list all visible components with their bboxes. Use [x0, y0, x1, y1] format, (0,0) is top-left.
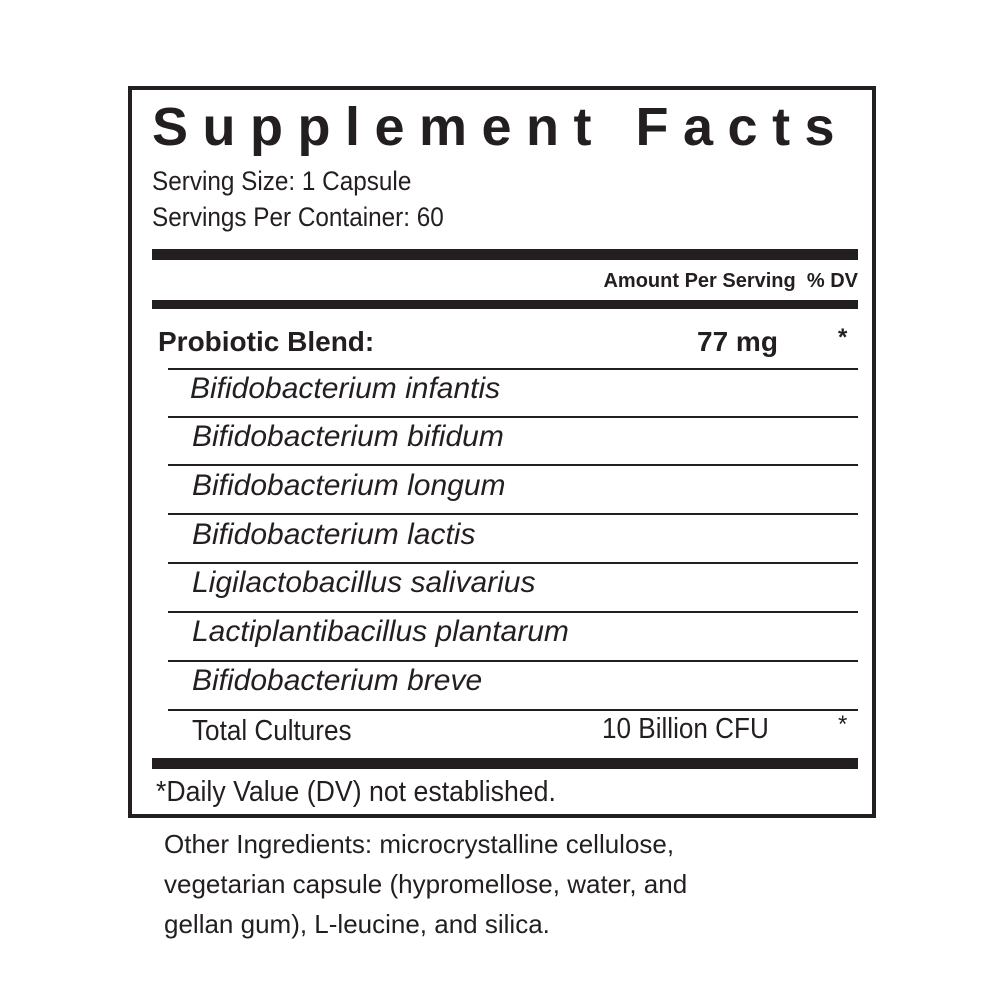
ingredient-row: Bifidobacterium infantis — [168, 368, 858, 416]
other-ingredients-line: Other Ingredients: microcrystalline cell… — [164, 829, 675, 859]
row-divider — [168, 368, 858, 370]
blend-dv: * — [838, 324, 848, 351]
servings-per-container: Servings Per Container: 60 — [152, 202, 444, 232]
amount-header: Amount Per Serving — [603, 270, 796, 292]
other-ingredients: Other Ingredients: microcrystalline cell… — [164, 824, 687, 944]
ingredient-row: Bifidobacterium longum — [168, 465, 858, 513]
ingredient-row: Lactiplantibacillus plantarum — [168, 611, 858, 659]
serving-size: Serving Size: 1 Capsule — [152, 166, 412, 196]
divider-thick — [152, 758, 858, 769]
total-amount: 10 Billion CFU — [602, 713, 769, 745]
ingredient-name: Bifidobacterium breve — [192, 664, 483, 697]
row-divider — [168, 611, 858, 613]
column-header: Amount Per Serving % DV — [603, 270, 858, 293]
row-divider — [168, 416, 858, 418]
other-ingredients-line: gellan gum), L-leucine, and silica. — [164, 909, 550, 939]
blend-name: Probiotic Blend: — [158, 326, 375, 357]
total-name: Total Cultures — [192, 715, 352, 747]
divider-medium — [152, 300, 858, 309]
row-divider — [168, 562, 858, 564]
other-ingredients-line: vegetarian capsule (hypromellose, water,… — [164, 869, 688, 899]
row-divider — [168, 660, 858, 662]
total-dv: * — [838, 711, 848, 738]
ingredient-name: Ligilactobacillus salivarius — [192, 566, 536, 599]
ingredient-row: Bifidobacterium breve — [168, 660, 858, 708]
supplement-facts-panel: Supplement Facts Serving Size: 1 Capsule… — [128, 86, 876, 818]
row-divider — [168, 709, 858, 711]
row-divider — [168, 513, 858, 515]
blend-row: Probiotic Blend: 77 mg * — [152, 322, 858, 370]
ingredient-row: Bifidobacterium bifidum — [168, 416, 858, 464]
dv-footnote: *Daily Value (DV) not established. — [156, 776, 556, 808]
ingredient-row: Bifidobacterium lactis — [168, 514, 858, 562]
ingredient-name: Bifidobacterium infantis — [190, 372, 501, 405]
ingredient-row: Ligilactobacillus salivarius — [168, 562, 858, 610]
ingredient-name: Lactiplantibacillus plantarum — [192, 615, 569, 648]
ingredient-name: Bifidobacterium longum — [192, 469, 506, 502]
dv-header: % DV — [806, 270, 858, 292]
ingredient-name: Bifidobacterium bifidum — [192, 420, 504, 453]
row-divider — [168, 464, 858, 466]
total-row: Total Cultures 10 Billion CFU * — [168, 709, 858, 757]
ingredient-name: Bifidobacterium lactis — [192, 518, 476, 551]
divider-thick — [152, 249, 858, 260]
blend-amount: 77 mg — [697, 326, 778, 357]
panel-title: Supplement Facts — [152, 97, 850, 157]
